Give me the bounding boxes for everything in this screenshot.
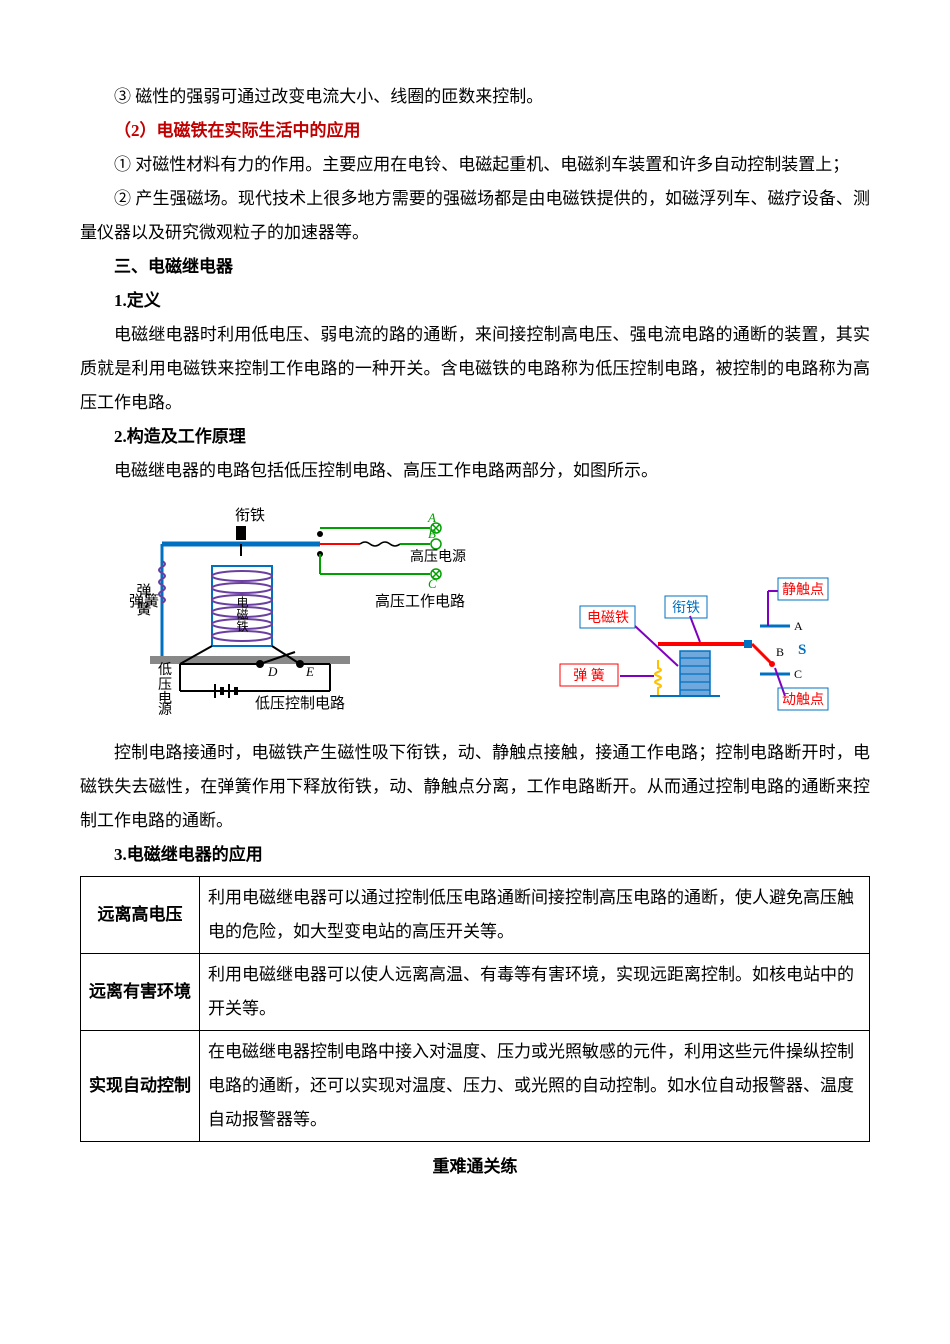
label-armature-1: 衔铁 <box>235 507 265 524</box>
heading-relay-applications: 3.电磁继电器的应用 <box>80 838 870 872</box>
svg-text:弹: 弹 <box>136 583 151 600</box>
svg-text:C: C <box>794 667 802 681</box>
svg-text:电磁铁: 电磁铁 <box>587 610 629 626</box>
svg-text:A: A <box>427 510 436 525</box>
table-body-hazard: 利用电磁继电器可以使人远离高温、有毒等有害环境，实现远距离控制。如核电站中的开关… <box>200 954 870 1031</box>
svg-text:S: S <box>798 642 806 658</box>
heading-section-3: 三、电磁继电器 <box>80 250 870 284</box>
label-D: D <box>267 664 278 679</box>
svg-text:A: A <box>794 619 803 633</box>
table-head-hv: 远离高电压 <box>81 877 200 954</box>
label-hv-circuit: 高压工作电路 <box>375 593 465 610</box>
svg-text:弹 簧: 弹 簧 <box>573 668 605 684</box>
application-2: ② 产生强磁场。现代技术上很多地方需要的强磁场都是由电磁铁提供的，如磁浮列车、磁… <box>80 182 870 250</box>
structure-description: 控制电路接通时，电磁铁产生磁性吸下衔铁，动、静触点接触，接通工作电路；控制电路断… <box>80 736 870 838</box>
heading-applications: （2）电磁铁在实际生活中的应用 <box>80 114 870 148</box>
figure-container: 电磁铁 衔铁 弹簧 弹 簧 低 压 电 源 源 <box>80 496 870 728</box>
label-electromagnet-2: 电磁铁 <box>580 606 678 666</box>
svg-text:C: C <box>428 576 437 591</box>
label-electromagnet-core: 电磁铁 <box>235 596 249 632</box>
pivot-icon <box>236 526 246 540</box>
footer-title: 重难通关练 <box>80 1150 870 1184</box>
table-row: 实现自动控制 在电磁继电器控制电路中接入对温度、压力或光照敏感的元件，利用这些元… <box>81 1031 870 1142</box>
svg-text:动触点: 动触点 <box>782 692 824 708</box>
svg-text:源: 源 <box>158 702 172 716</box>
label-static-contact: 静触点 <box>778 578 828 600</box>
relay-circuit-diagram: 电磁铁 衔铁 弹簧 弹 簧 低 压 电 源 源 <box>120 496 490 716</box>
relay-schematic-diagram: A C B S 静触点 动触点 <box>520 556 830 716</box>
base-bar <box>150 656 350 664</box>
svg-text:静触点: 静触点 <box>782 582 824 598</box>
label-armature-2: 衔铁 <box>665 596 707 642</box>
svg-text:B: B <box>776 645 784 659</box>
heading-applications-text: （2）电磁铁在实际生活中的应用 <box>114 121 361 140</box>
table-row: 远离高电压 利用电磁继电器可以通过控制低压电路通断间接控制高压电路的通断，使人避… <box>81 877 870 954</box>
label-spring-2: 弹 簧 <box>560 664 654 686</box>
svg-text:低: 低 <box>158 662 172 678</box>
label-hv-source: 高压电源 <box>410 548 466 565</box>
label-lv-circuit: 低压控制电路 <box>255 695 345 712</box>
table-head-hazard: 远离有害环境 <box>81 954 200 1031</box>
svg-text:衔铁: 衔铁 <box>672 600 700 616</box>
table-body-auto: 在电磁继电器控制电路中接入对温度、压力或光照敏感的元件，利用这些元件操纵控制电路… <box>200 1031 870 1142</box>
table-head-auto: 实现自动控制 <box>81 1031 200 1142</box>
definition-text: 电磁继电器时利用低电压、弱电流的路的通断，来间接控制高电压、强电流电路的通断的装… <box>80 318 870 420</box>
applications-table: 远离高电压 利用电磁继电器可以通过控制低压电路通断间接控制高压电路的通断，使人避… <box>80 876 870 1142</box>
heading-definition: 1.定义 <box>80 284 870 318</box>
application-1: ① 对磁性材料有力的作用。主要应用在电铃、电磁起重机、电磁刹车装置和许多自动控制… <box>80 148 870 182</box>
table-body-hv: 利用电磁继电器可以通过控制低压电路通断间接控制高压电路的通断，使人避免高压触电的… <box>200 877 870 954</box>
structure-intro: 电磁继电器的电路包括低压控制电路、高压工作电路两部分，如图所示。 <box>80 454 870 488</box>
table-row: 远离有害环境 利用电磁继电器可以使人远离高温、有毒等有害环境，实现远距离控制。如… <box>81 954 870 1031</box>
svg-text:压: 压 <box>158 678 172 693</box>
spring-icon-2 <box>655 660 661 696</box>
label-E: E <box>305 664 314 679</box>
heading-structure: 2.构造及工作原理 <box>80 420 870 454</box>
item-3: ③ 磁性的强弱可通过改变电流大小、线圈的匝数来控制。 <box>80 80 870 114</box>
svg-text:簧: 簧 <box>136 601 151 618</box>
